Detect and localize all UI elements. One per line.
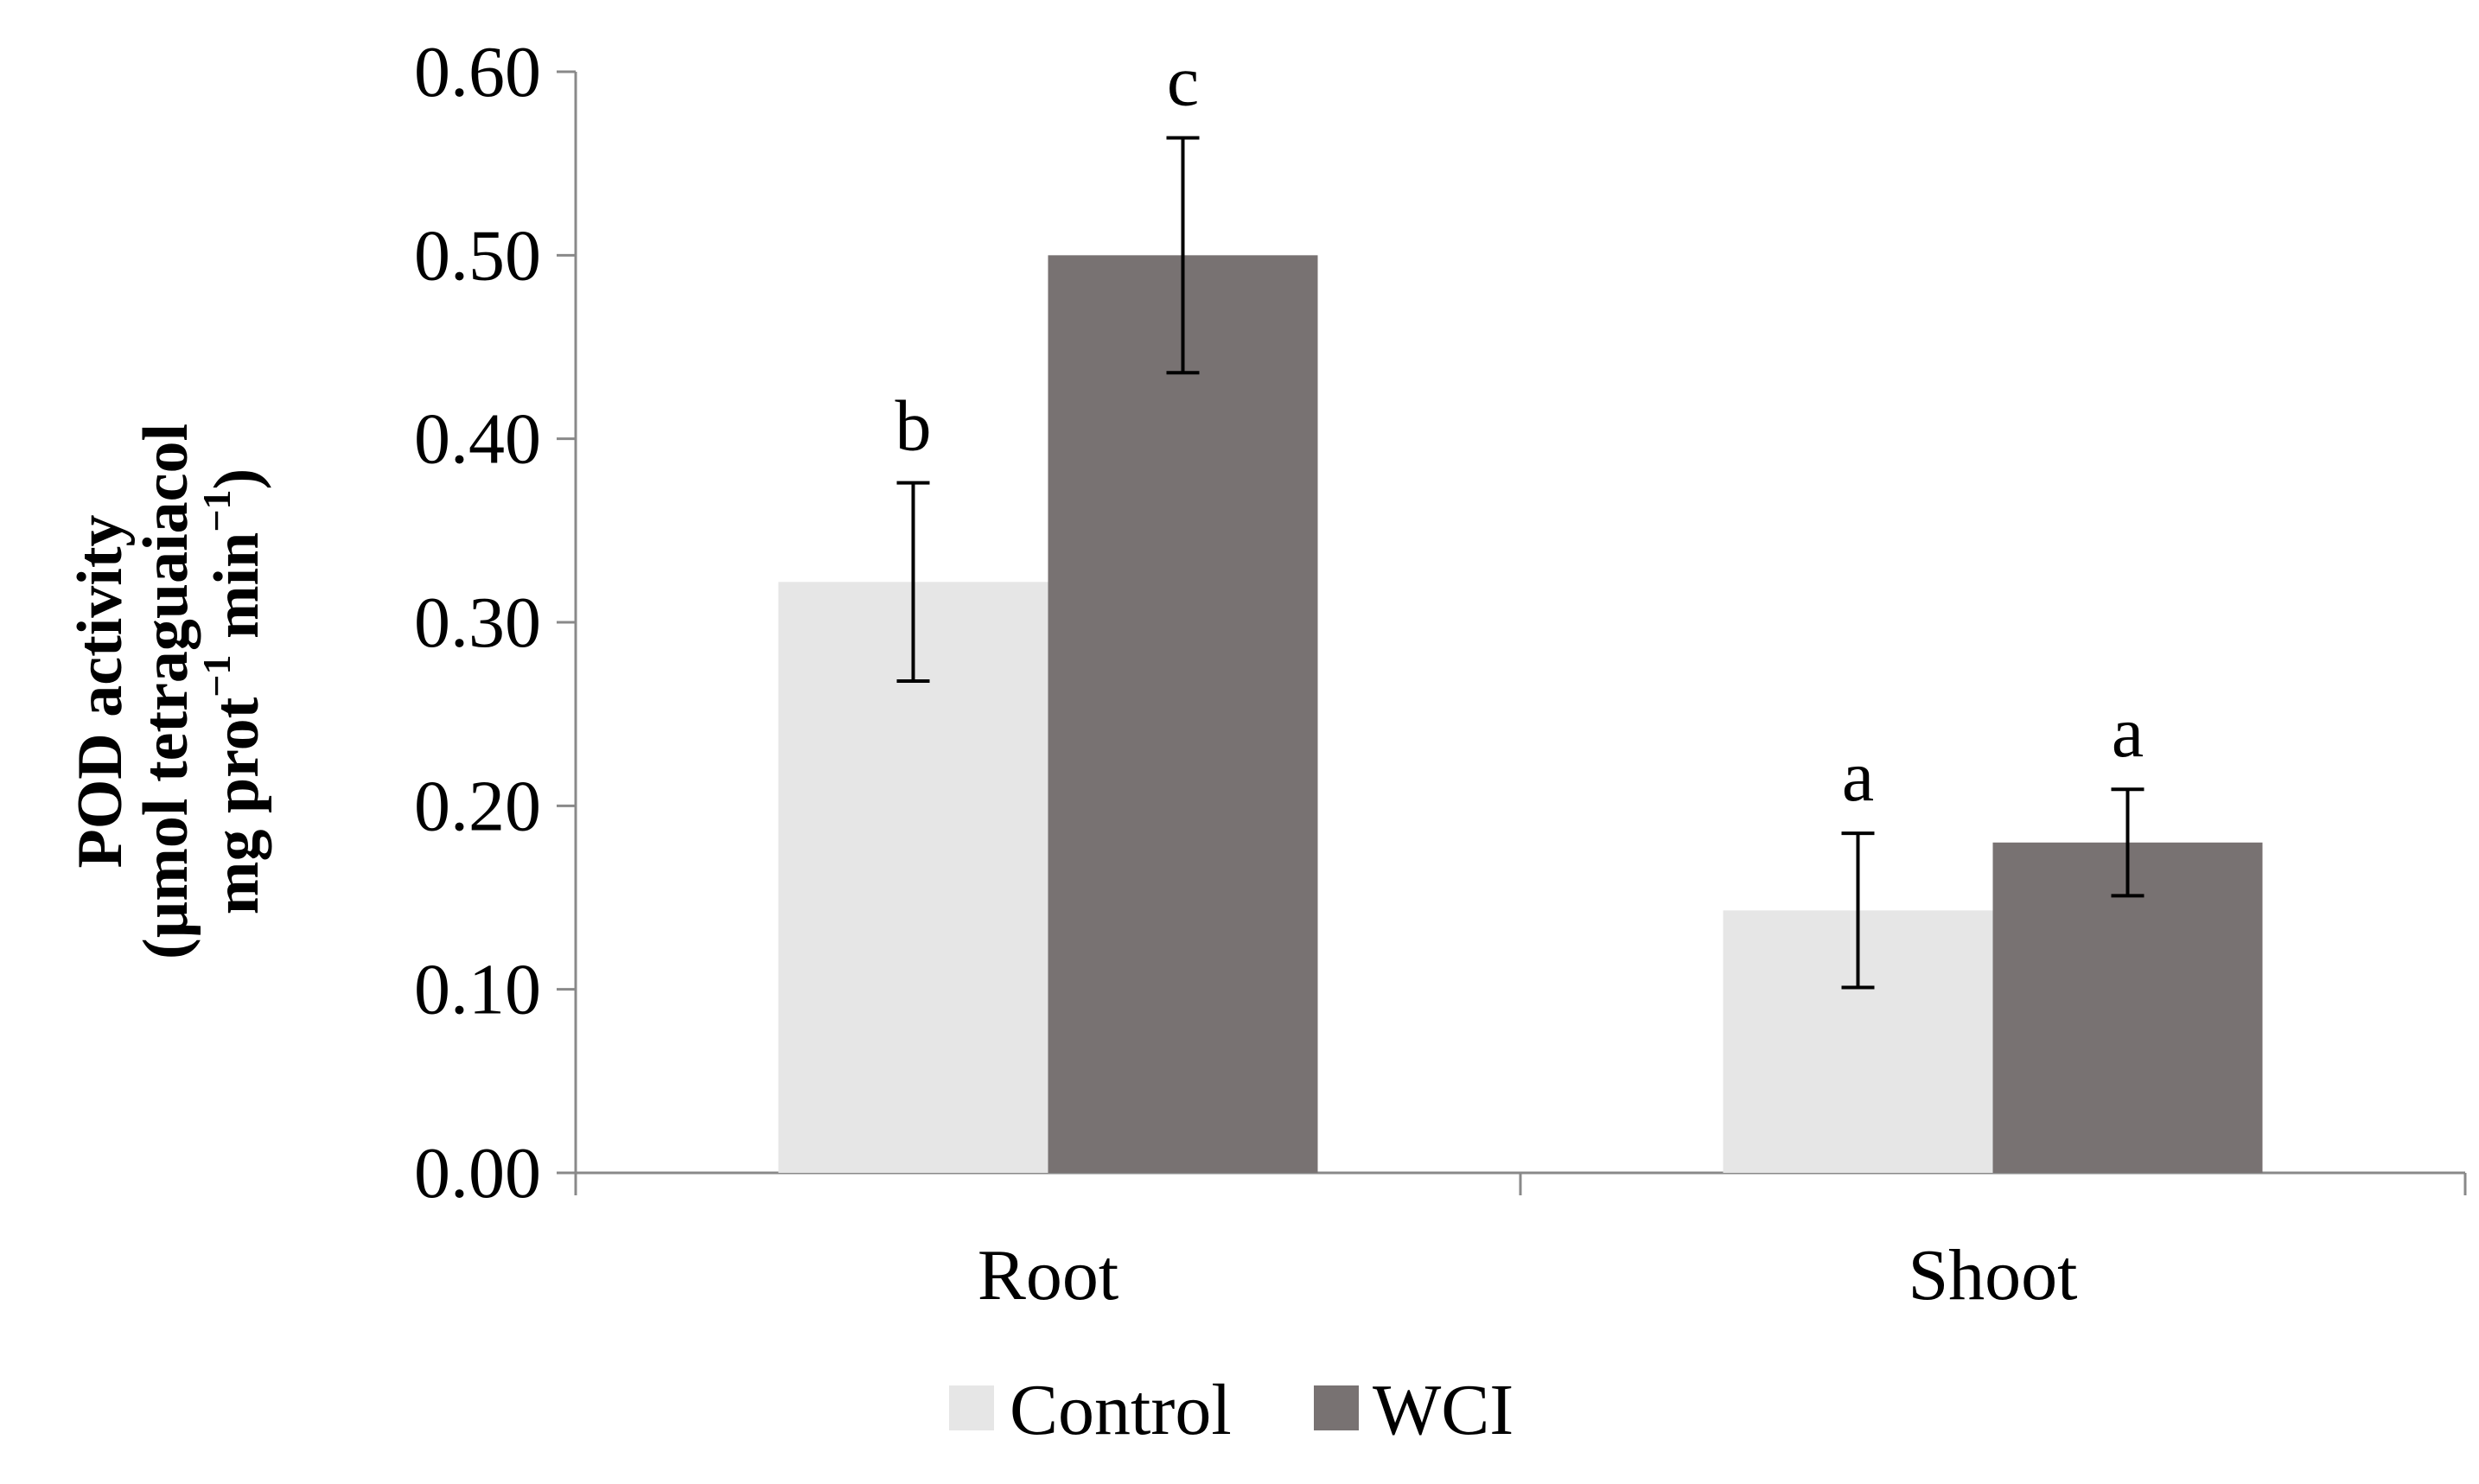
- y-axis-title: POD activity (µmol tetraguaiacol mg prot…: [65, 424, 272, 959]
- y-tick-label: 0.20: [414, 766, 541, 846]
- y-tick-label: 0.60: [414, 32, 541, 112]
- x-category-label: Shoot: [1908, 1235, 2077, 1315]
- legend-swatch-control: [949, 1385, 994, 1430]
- y-axis-title-close-paren: ): [201, 468, 272, 490]
- y-axis-title-line-2: (µmol tetraguaiacol: [131, 424, 201, 959]
- bar-wci-shoot: [1992, 842, 2263, 1173]
- y-tick-label: 0.40: [414, 399, 541, 480]
- y-axis-title-superscript-1: −1: [194, 655, 239, 697]
- y-axis-title-unit-mg-prot: mg prot: [201, 697, 272, 914]
- labels: Root b c Shoot a a: [895, 41, 2144, 1315]
- bars: [778, 255, 2263, 1173]
- error-bars: [896, 136, 2144, 990]
- y-tick-label: 0.10: [414, 950, 541, 1030]
- y-axis-title-line-3: mg prot−1 min−1): [194, 468, 272, 914]
- x-category-label: Root: [978, 1235, 1118, 1315]
- significance-letter: b: [895, 386, 932, 467]
- significance-letter: c: [1167, 41, 1199, 121]
- significance-letter: a: [2112, 692, 2144, 773]
- bar-wci-root: [1048, 255, 1318, 1173]
- significance-letter: a: [1842, 736, 1874, 817]
- legend-label-wci: WCI: [1373, 1370, 1514, 1450]
- y-axis-title-line-1: POD activity: [65, 515, 136, 869]
- y-axis-title-unit-min: min: [201, 532, 272, 655]
- legend-swatch-wci: [1314, 1385, 1359, 1430]
- y-axis-title-superscript-2: −1: [194, 489, 239, 532]
- y-tick-label: 0.30: [414, 583, 541, 663]
- axes: 0.00 0.10 0.20 0.30 0.40 0.50 0.60: [414, 32, 2467, 1213]
- legend-label-control: Control: [1010, 1370, 1232, 1450]
- legend: Control WCI: [949, 1370, 1514, 1450]
- y-tick-label: 0.00: [414, 1133, 541, 1213]
- y-tick-label: 0.50: [414, 215, 541, 296]
